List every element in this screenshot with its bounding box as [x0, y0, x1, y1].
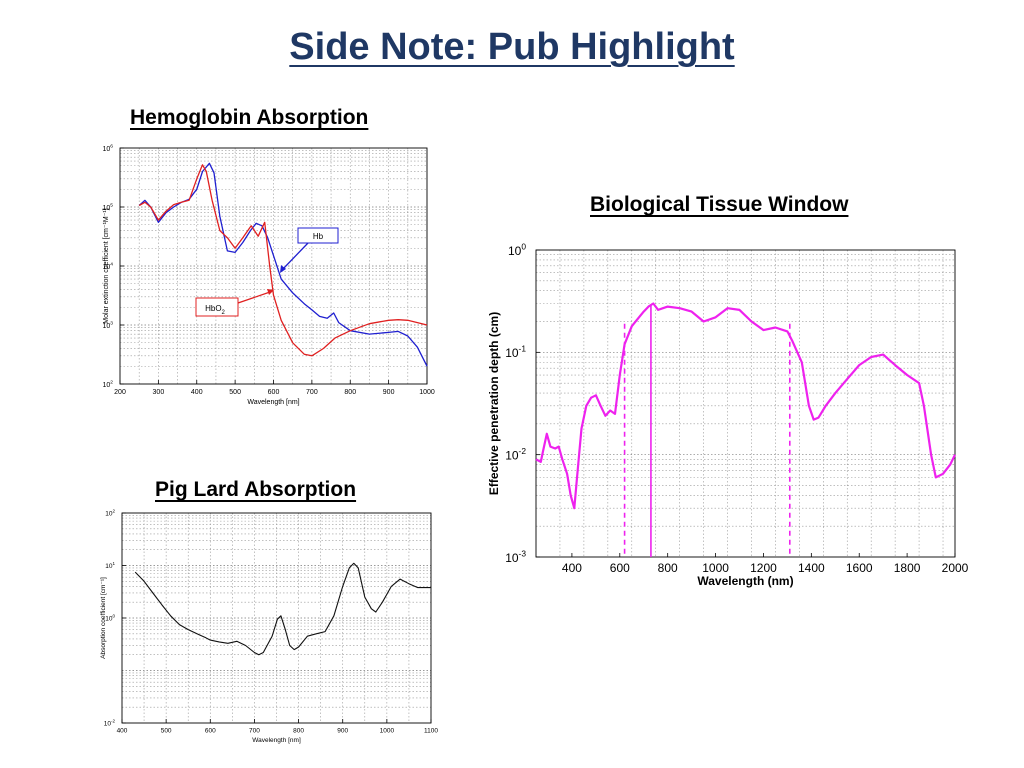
x-tick-label: 1200	[750, 561, 777, 575]
y-tick-label: 10-2	[505, 446, 526, 462]
hemoglobin-section-title: Hemoglobin Absorption	[130, 106, 369, 129]
hbo2-annotation: HbO2	[195, 289, 274, 317]
y-tick-label: 10-3	[505, 548, 526, 564]
x-tick-label: 800	[293, 728, 304, 735]
y-tick-label: 102	[105, 509, 115, 518]
series-line-tissue	[535, 302, 956, 510]
x-tick-label: 800	[344, 389, 356, 396]
grid-lines	[120, 148, 427, 384]
x-tick-label: 1000	[702, 561, 729, 575]
y-axis-label: Absorption coefficient [cm⁻¹]	[100, 577, 107, 659]
x-tick-label: 600	[610, 561, 630, 575]
x-axis-label: Wavelength [nm]	[252, 737, 301, 744]
series-line-hb	[138, 162, 428, 367]
x-tick-label: 400	[191, 389, 203, 396]
x-tick-label: 1000	[419, 389, 435, 396]
x-tick-label: 800	[658, 561, 678, 575]
svg-text:Hb: Hb	[313, 232, 324, 241]
x-tick-label: 300	[153, 389, 165, 396]
x-tick-label: 1100	[424, 728, 438, 735]
y-tick-label: 106	[102, 144, 113, 153]
hemoglobin-chart: 200 300 400 500 600 700 800 900 1000 102 103 104 105…	[102, 144, 435, 406]
y-tick-label: 10-1	[505, 344, 526, 360]
grid-lines	[536, 250, 955, 557]
x-tick-label: 1800	[894, 561, 921, 575]
x-tick-label: 1000	[380, 728, 395, 735]
tissue-section-title: Biological Tissue Window	[590, 193, 849, 216]
lard-section-title: Pig Lard Absorption	[155, 478, 357, 501]
slide-title: Side Note: Pub Highlight	[289, 26, 735, 68]
x-tick-label: 600	[205, 728, 216, 735]
y-tick-label: 104	[102, 262, 113, 271]
x-axis-label: Wavelength (nm)	[697, 574, 793, 588]
lard-chart: 400 500 600 700 800 900 1000 1100 10-2 100 101 102 W…	[100, 509, 438, 744]
grid-lines	[122, 513, 431, 723]
series-line-hbo2	[138, 164, 428, 357]
x-tick-label: 400	[562, 561, 582, 575]
x-tick-label: 500	[229, 389, 241, 396]
x-tick-label: 1400	[798, 561, 825, 575]
x-tick-label: 2000	[942, 561, 969, 575]
plot-frame	[535, 249, 956, 558]
y-axis-label: Effective penetration depth (cm)	[487, 312, 501, 495]
y-tick-label: 103	[102, 321, 113, 330]
y-tick-label: 100	[508, 241, 526, 257]
y-tick-label: 100	[105, 614, 115, 623]
x-tick-label: 700	[306, 389, 318, 396]
x-tick-label: 600	[268, 389, 280, 396]
y-tick-label: 101	[105, 561, 115, 570]
y-tick-label: 102	[102, 380, 113, 389]
tissue-window-chart: 400 600 800 1000 1200 1400 1600 1800 2000 100 10-1…	[487, 241, 969, 588]
x-axis-label: Wavelength [nm]	[247, 399, 299, 406]
x-tick-label: 1600	[846, 561, 873, 575]
x-tick-label: 900	[337, 728, 348, 735]
series-line-lard	[134, 562, 431, 656]
y-tick-label: 10-2	[104, 719, 116, 728]
x-tick-label: 200	[114, 389, 126, 396]
x-tick-label: 400	[117, 728, 128, 735]
y-axis-label: Molar extinction coefficient [cm⁻¹M⁻¹]	[103, 208, 110, 323]
y-tick-label: 105	[102, 203, 113, 212]
hb-annotation: Hb	[280, 227, 339, 273]
x-tick-label: 500	[161, 728, 172, 735]
x-tick-label: 700	[249, 728, 260, 735]
x-tick-label: 900	[383, 389, 395, 396]
